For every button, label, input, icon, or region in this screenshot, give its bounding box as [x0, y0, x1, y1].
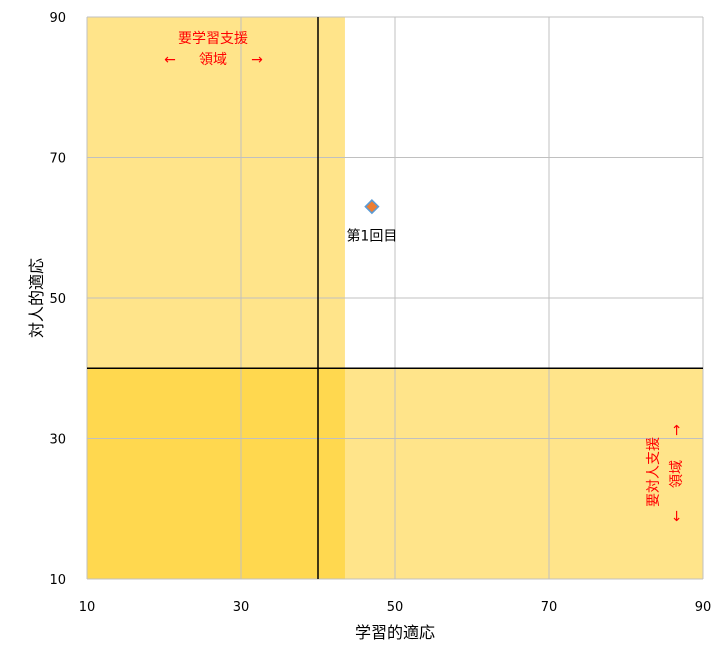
x-tick-label-2: 50 — [387, 600, 404, 615]
learning-zone-title: 要学習支援 — [178, 31, 248, 47]
y-tick-label-1: 30 — [49, 433, 66, 448]
data-points: 第1回目 — [346, 199, 397, 245]
y-axis-title: 対人的適応 — [27, 258, 46, 338]
reference-lines — [87, 17, 703, 579]
interpersonal-zone-up-arrow: → — [669, 424, 685, 436]
data-point-marker — [364, 199, 380, 215]
x-tick-label-3: 70 — [541, 600, 558, 615]
y-tick-label-0: 10 — [49, 573, 66, 588]
zone-labels: 要学習支援← 領域 →要対人支援→領域← — [164, 31, 685, 522]
interpersonal-zone-down-arrow: ← — [669, 510, 685, 522]
x-tick-label-0: 10 — [79, 600, 96, 615]
data-point-label: 第1回目 — [346, 228, 397, 245]
y-tick-label-4: 90 — [49, 11, 66, 26]
x-tick-label-1: 30 — [233, 600, 250, 615]
x-axis-title: 学習的適応 — [355, 623, 435, 642]
overlap-zone — [87, 368, 345, 579]
learning-zone-sub: 領域 — [199, 51, 227, 68]
learning-zone-right-arrow: → — [251, 52, 263, 68]
y-tick-label-2: 50 — [49, 292, 66, 307]
grid-lines — [86, 16, 704, 580]
interpersonal-zone-title: 要対人支援 — [646, 437, 662, 507]
learning-zone-left-arrow: ← — [164, 52, 176, 68]
tick-labels: 10 30 50 70 90 10 30 50 70 90 — [49, 11, 711, 615]
y-tick-label-3: 70 — [49, 152, 66, 167]
interpersonal-zone-sub: 領域 — [668, 460, 685, 488]
x-tick-label-4: 90 — [695, 600, 712, 615]
